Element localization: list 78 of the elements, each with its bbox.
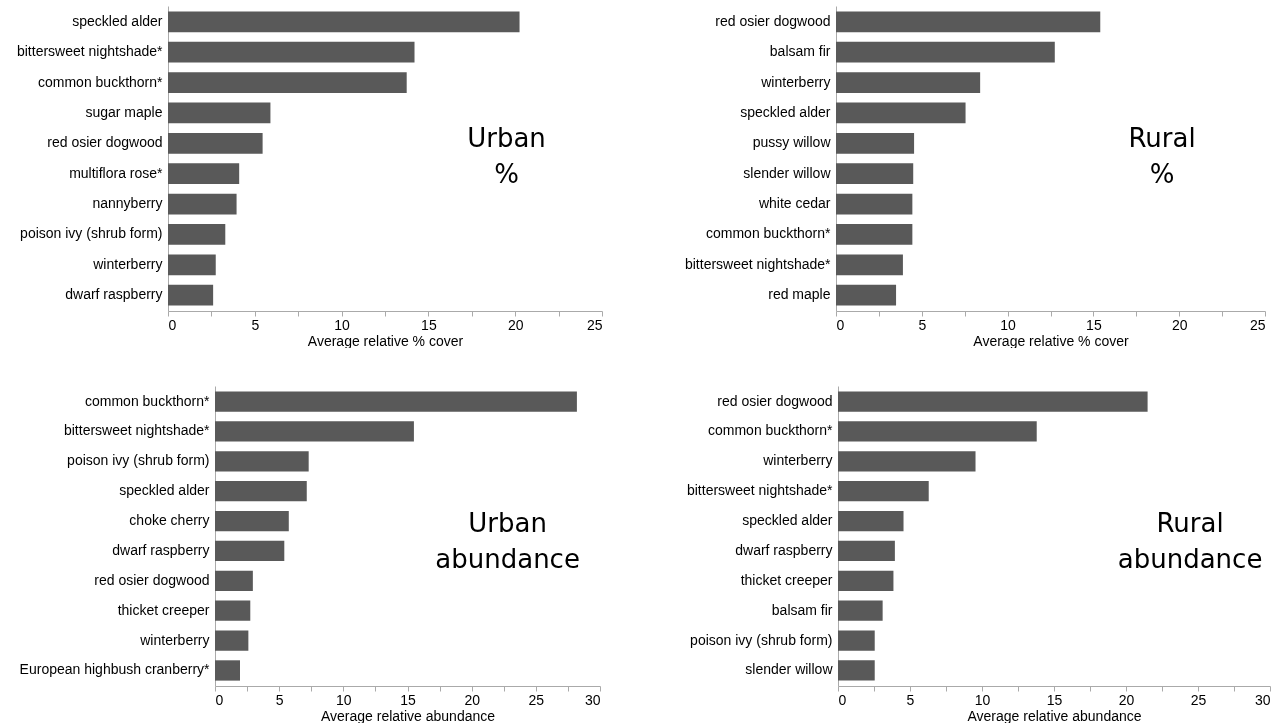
y-tick-label: bittersweet nightshade* xyxy=(684,255,832,272)
y-tick-label: balsam fir xyxy=(769,43,831,60)
y-tick-label: red osier dogwood xyxy=(717,392,833,409)
x-axis-title: Average relative % cover xyxy=(973,332,1130,349)
y-tick-label: sugar maple xyxy=(85,103,163,120)
x-tick-label: 20 xyxy=(1171,316,1188,333)
y-tick-label: pussy willow xyxy=(752,134,832,151)
x-tick-label: 5 xyxy=(906,691,915,708)
x-axis-title: Average relative abundance xyxy=(320,707,496,724)
y-tick-label: poison ivy (shrub form) xyxy=(20,225,163,242)
y-tick-label: dwarf raspberry xyxy=(65,286,163,303)
y-tick-label: speckled alder xyxy=(742,512,833,529)
y-tick-label: common buckthorn* xyxy=(84,392,211,409)
x-tick-label: 15 xyxy=(1086,316,1102,333)
x-tick-label: 30 xyxy=(584,691,601,708)
x-tick-label: 5 xyxy=(251,316,260,333)
annotation: abundance xyxy=(1117,544,1263,574)
x-tick-label: 25 xyxy=(1190,691,1207,708)
x-tick-label: 15 xyxy=(400,691,416,708)
y-tick-label: balsam fir xyxy=(771,601,833,618)
annotation: abundance xyxy=(435,544,580,574)
x-tick-label: 20 xyxy=(1118,691,1135,708)
y-tick-label: European highbush cranberry* xyxy=(19,661,211,678)
x-tick-label: 10 xyxy=(336,691,352,708)
x-axis-title: Average relative abundance xyxy=(967,707,1142,724)
y-tick-label: poison ivy (shrub form) xyxy=(690,631,833,648)
x-tick-label: 5 xyxy=(275,691,284,708)
y-tick-label: bittersweet nightshade* xyxy=(686,482,834,499)
annotation: Urban xyxy=(468,508,547,538)
x-axis-title: Average relative % cover xyxy=(307,332,464,349)
y-tick-label: poison ivy (shrub form) xyxy=(67,452,210,469)
y-tick-label: bittersweet nightshade* xyxy=(63,422,211,439)
x-tick-label: 10 xyxy=(334,316,351,333)
x-tick-label: 0 xyxy=(836,316,845,333)
y-tick-label: common buckthorn* xyxy=(705,225,832,242)
x-tick-label: 25 xyxy=(586,316,603,333)
x-tick-label: 20 xyxy=(464,691,481,708)
x-tick-label: 10 xyxy=(1000,316,1017,333)
y-tick-label: nannyberry xyxy=(92,195,163,212)
x-tick-label: 0 xyxy=(215,691,224,708)
y-tick-label: dwarf raspberry xyxy=(735,541,833,558)
annotation: Rural xyxy=(1156,508,1224,538)
y-tick-label: thicket creeper xyxy=(740,571,833,588)
y-tick-label: red osier dogwood xyxy=(94,571,210,588)
y-tick-label: winterberry xyxy=(760,73,831,90)
y-tick-label: slender willow xyxy=(743,164,832,181)
y-tick-label: common buckthorn* xyxy=(37,73,164,90)
x-tick-label: 10 xyxy=(974,691,991,708)
y-tick-label: thicket creeper xyxy=(117,601,210,618)
x-tick-label: 15 xyxy=(1046,691,1063,708)
y-tick-label: common buckthorn* xyxy=(707,422,834,439)
y-tick-label: red maple xyxy=(768,286,831,303)
y-tick-label: speckled alder xyxy=(740,103,831,120)
x-tick-label: 25 xyxy=(528,691,545,708)
annotation: % xyxy=(1149,158,1175,189)
x-tick-label: 30 xyxy=(1254,691,1271,708)
annotation: Urban xyxy=(467,122,546,153)
x-tick-label: 25 xyxy=(1249,316,1266,333)
y-tick-label: dwarf raspberry xyxy=(112,541,210,558)
x-tick-label: 15 xyxy=(421,316,437,333)
x-tick-label: 0 xyxy=(168,316,177,333)
y-tick-label: winterberry xyxy=(92,255,163,272)
x-tick-label: 0 xyxy=(838,691,847,708)
annotation: Rural xyxy=(1128,122,1196,153)
y-tick-label: bittersweet nightshade* xyxy=(16,43,164,60)
y-tick-label: speckled alder xyxy=(119,482,210,499)
x-tick-label: 5 xyxy=(918,316,927,333)
annotation: % xyxy=(494,158,519,189)
y-tick-label: speckled alder xyxy=(72,12,163,29)
y-tick-label: winterberry xyxy=(139,631,210,648)
y-tick-label: choke cherry xyxy=(129,512,210,529)
y-tick-label: multiflora rose* xyxy=(69,164,164,181)
x-tick-label: 20 xyxy=(507,316,524,333)
y-tick-label: white cedar xyxy=(757,195,831,212)
y-tick-label: slender willow xyxy=(745,661,834,678)
y-tick-label: red osier dogwood xyxy=(47,134,163,151)
y-tick-label: winterberry xyxy=(762,452,833,469)
y-tick-label: red osier dogwood xyxy=(715,12,831,29)
